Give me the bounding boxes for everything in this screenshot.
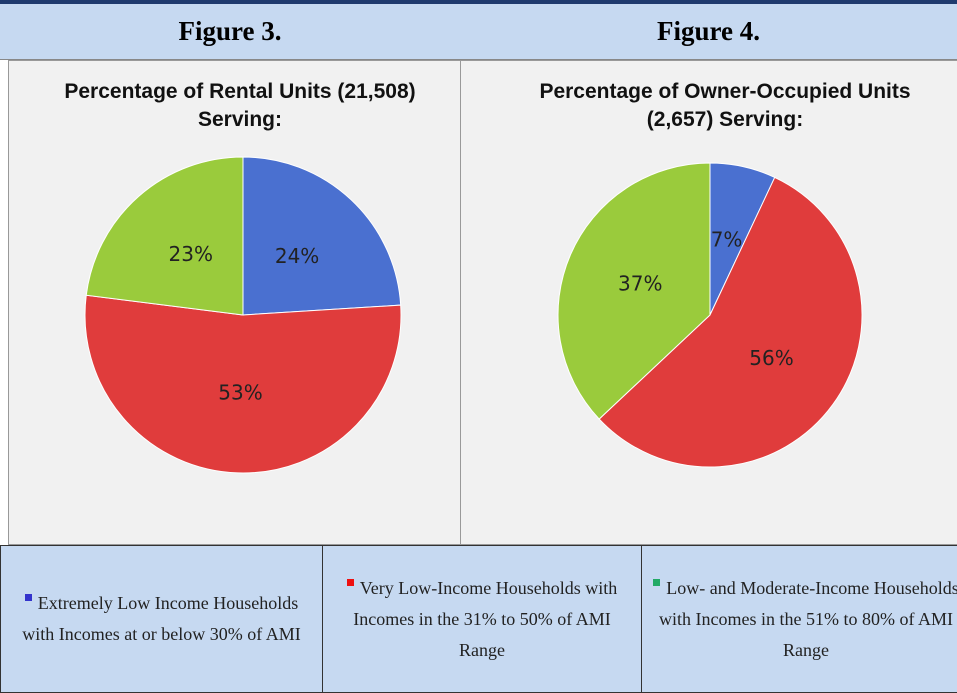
pie-slice <box>557 162 711 420</box>
legend-cell: Extremely Low Income Households with Inc… <box>0 545 323 693</box>
legend-label: Low- and Moderate-Income Households with… <box>659 577 957 660</box>
legend-cell: Very Low-Income Households with Incomes … <box>322 545 642 693</box>
legend-entry: Very Low-Income Households with Incomes … <box>332 573 632 666</box>
pie-slice <box>84 294 402 474</box>
top-border <box>0 0 957 4</box>
legend-label: Very Low-Income Households with Incomes … <box>353 577 618 660</box>
legend-swatch <box>653 578 661 586</box>
data-label: 24% <box>275 244 319 268</box>
data-label: 7% <box>711 227 743 251</box>
chart-title: Percentage of Rental Units (21,508) Serv… <box>64 80 416 131</box>
data-label: 56% <box>749 346 793 370</box>
pie-slice <box>598 176 863 468</box>
data-label: 23% <box>169 242 213 266</box>
pie-slice <box>242 156 402 316</box>
legend-label: Extremely Low Income Households with Inc… <box>22 593 301 644</box>
chart-title: Percentage of Owner-Occupied Units (2,65… <box>539 80 911 131</box>
pie-slice <box>85 156 244 316</box>
data-label: 53% <box>218 380 262 404</box>
legend-entry: Extremely Low Income Households with Inc… <box>12 588 312 650</box>
legend-cell: Low- and Moderate-Income Households with… <box>641 545 957 693</box>
legend-swatch <box>24 594 32 601</box>
figure-heading: Figure 3. <box>0 4 460 60</box>
data-label: 37% <box>618 271 662 295</box>
figure-heading: Figure 4. <box>460 4 957 60</box>
legend-swatch <box>346 578 354 586</box>
legend-entry: Low- and Moderate-Income Households with… <box>646 573 957 666</box>
